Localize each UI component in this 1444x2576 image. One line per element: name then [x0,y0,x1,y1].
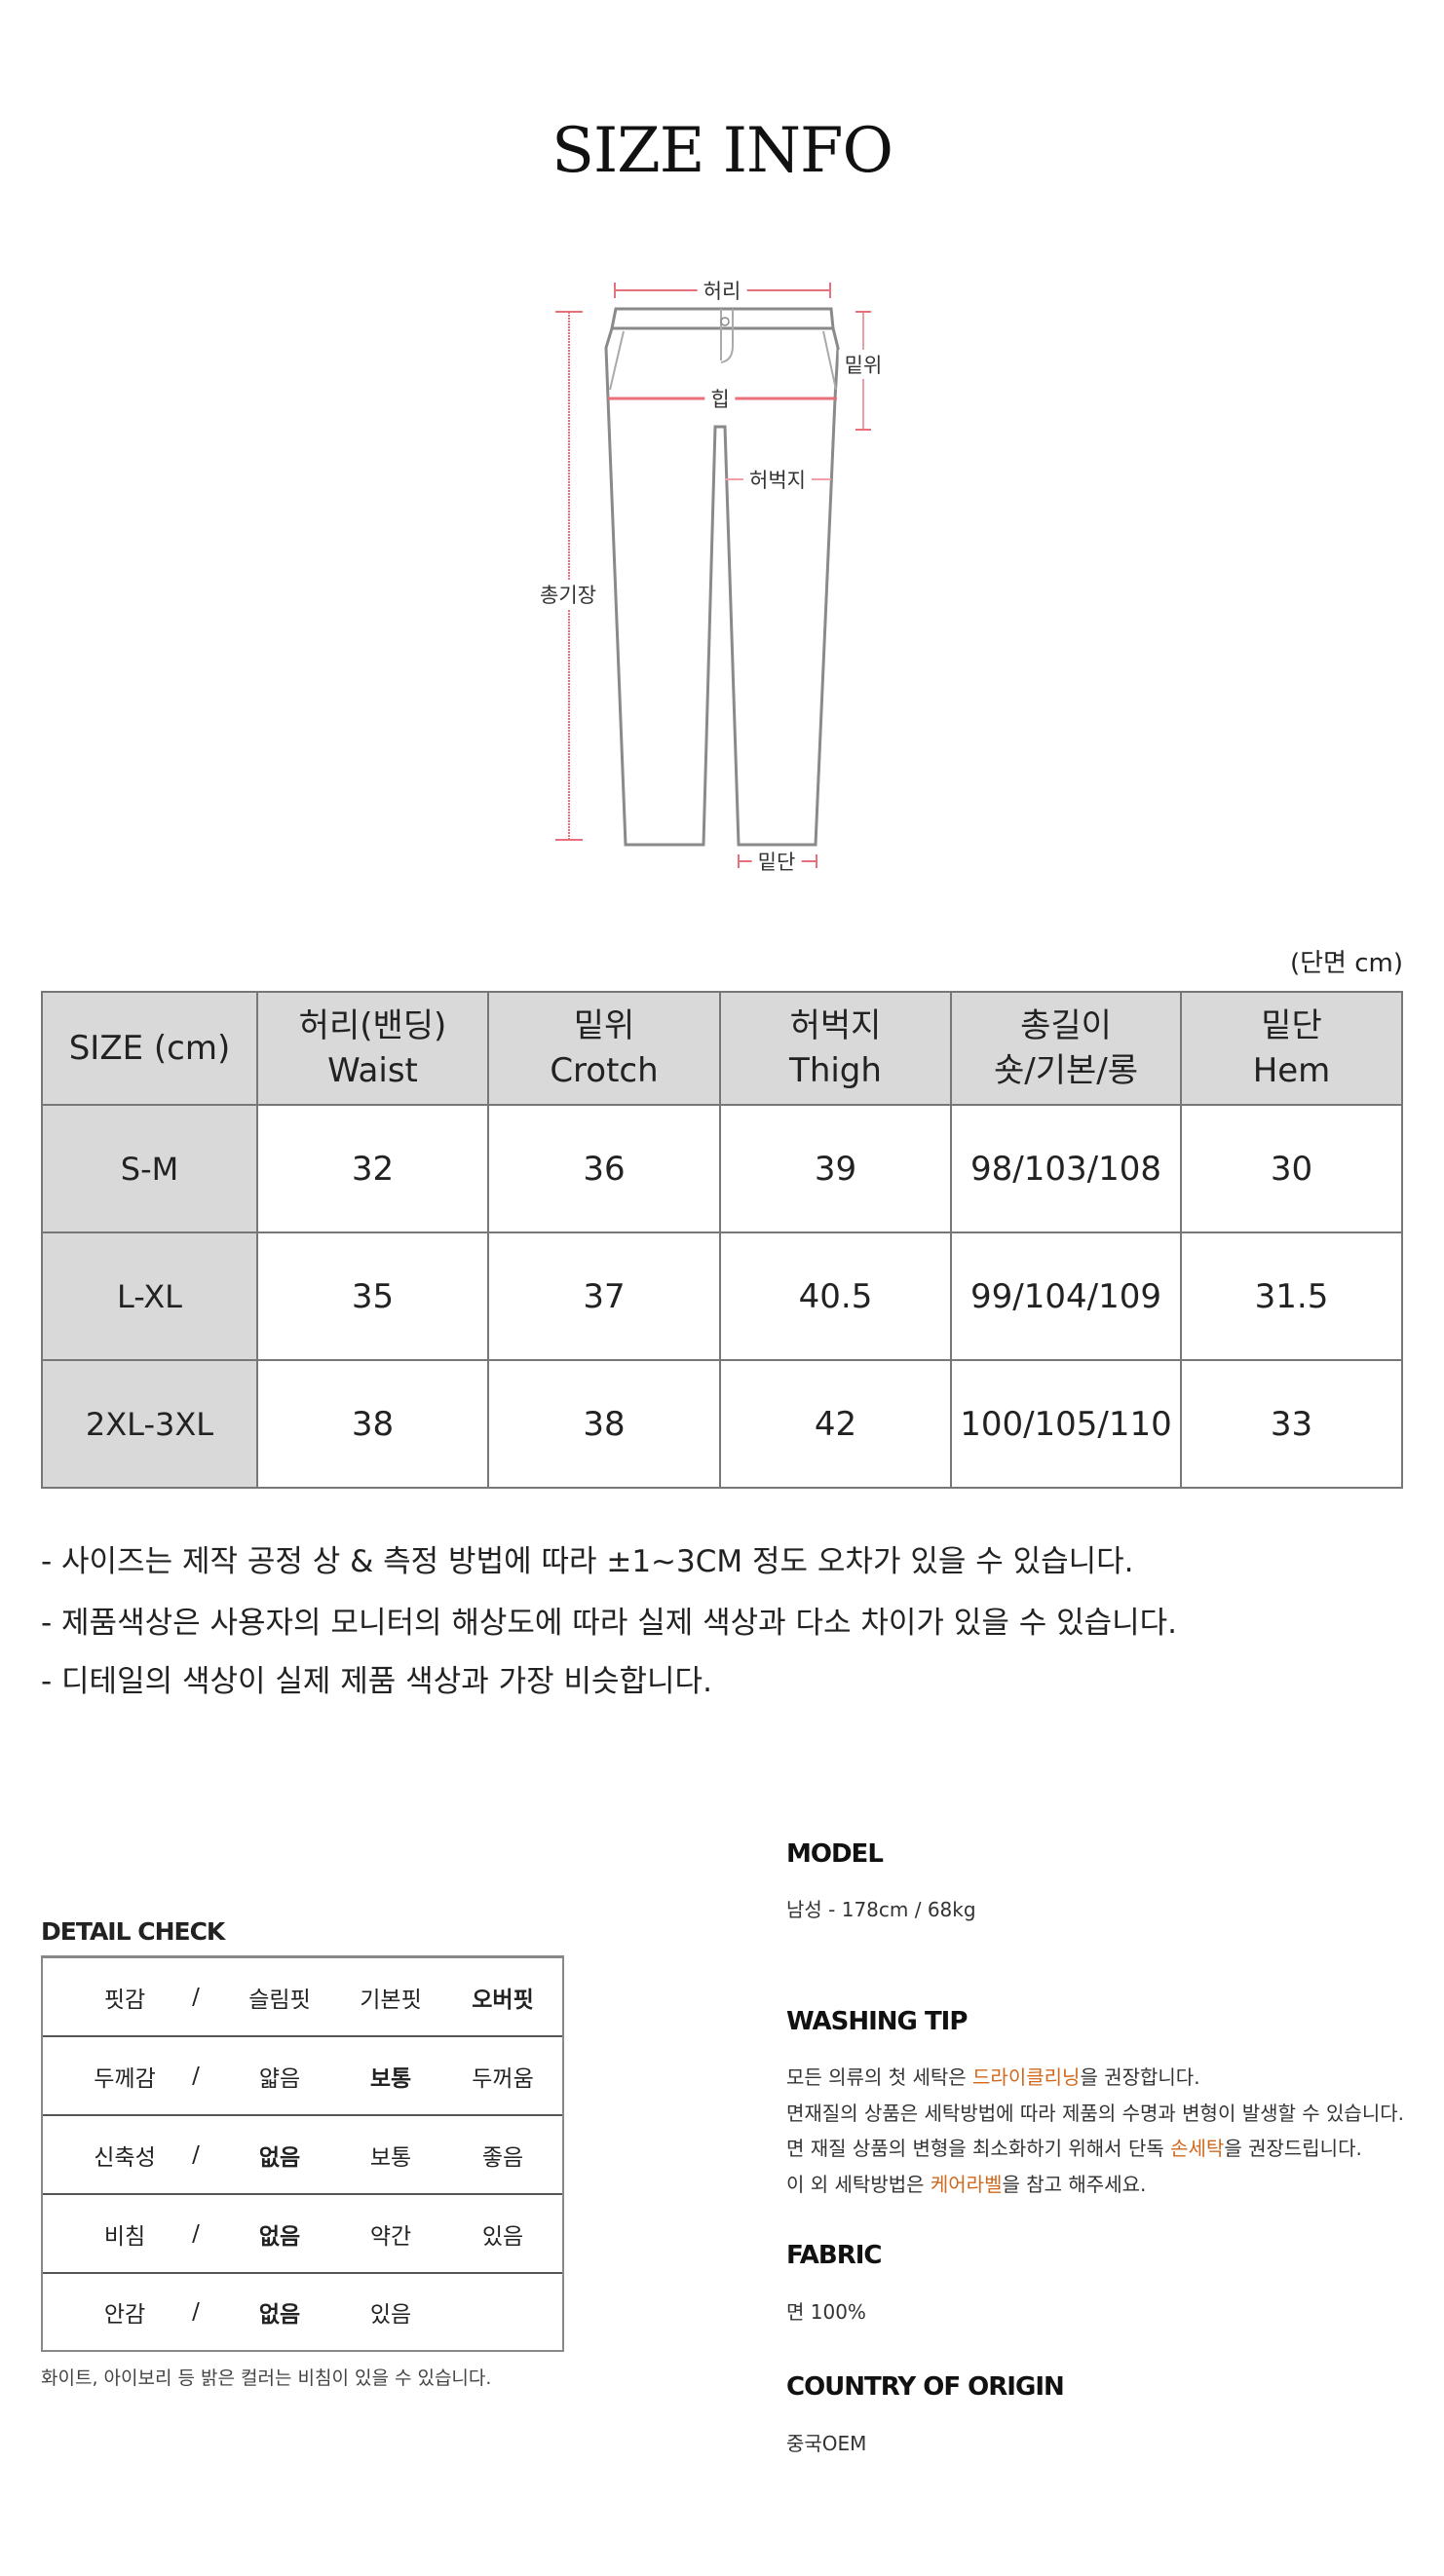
detail-check-title: DETAIL CHECK [41,1917,225,1946]
origin-heading: COUNTRY OF ORIGIN [786,2372,1065,2402]
size-cell: 2XL-3XL [41,1359,258,1489]
header-thigh: 허벅지 Thigh [719,991,952,1106]
detail-row-stretch: 신축성 / 없음 보통 좋음 [43,2116,562,2195]
measure-lines [555,283,871,868]
selected-option: 없음 [258,2144,301,2171]
length-cell: 98/103/108 [950,1104,1182,1233]
washing-line: 모든 의류의 첫 세탁은 드라이클리닝을 권장합니다. [786,2065,1200,2089]
length-cell: 100/105/110 [950,1359,1182,1489]
waist-label: 허리 [697,276,747,305]
header-crotch: 밑위 Crotch [487,991,721,1106]
selected-option: 보통 [369,2065,412,2092]
washing-line: 이 외 세탁방법은 케어라벨을 참고 해주세요. [786,2173,1147,2196]
washing-line: 면재질의 상품은 세탁방법에 따라 제품의 수명과 변형이 발생할 수 있습니다… [786,2102,1404,2125]
thigh-label: 허벅지 [743,465,812,494]
origin-text: 중국OEM [786,2432,867,2455]
pants-diagram [555,283,871,868]
thigh-cell: 39 [719,1104,952,1233]
fabric-heading: FABRIC [786,2241,882,2270]
pants-outline [604,307,840,847]
model-heading: MODEL [786,1839,884,1869]
header-waist: 허리(밴딩) Waist [256,991,489,1106]
table-row: L-XL 35 37 40.5 99/104/109 31.5 [41,1231,1403,1361]
crotch-cell: 37 [487,1231,721,1361]
hip-label: 힙 [704,384,736,413]
header-size: SIZE (cm) [41,991,258,1106]
size-cell: S-M [41,1104,258,1233]
table-row: S-M 32 36 39 98/103/108 30 [41,1104,1403,1233]
color-note: - 제품색상은 사용자의 모니터의 해상도에 따라 실제 색상과 다소 차이가 … [41,1606,1178,1641]
hem-cell: 30 [1180,1104,1403,1233]
size-note: - 사이즈는 제작 공정 상 & 측정 방법에 따라 ±1~3CM 정도 오차가… [41,1544,1134,1579]
thigh-cell: 40.5 [719,1231,952,1361]
length-cell: 99/104/109 [950,1231,1182,1361]
page-title: SIZE INFO [551,115,893,187]
detail-color-note: - 디테일의 색상이 실제 제품 색상과 가장 비슷합니다. [41,1664,712,1699]
crotch-cell: 38 [487,1359,721,1489]
detail-row-lining: 안감 / 없음 있음 [43,2274,562,2350]
size-table: SIZE (cm) 허리(밴딩) Waist 밑위 Crotch 허벅지 Thigh … [41,991,1403,1489]
unit-note: (단면 cm) [1289,949,1403,978]
waist-cell: 32 [256,1104,489,1233]
detail-row-thickness: 두께감 / 얇음 보통 두꺼움 [43,2037,562,2116]
length-label: 총기장 [534,580,602,609]
washing-heading: WASHING TIP [786,2007,968,2036]
waist-cell: 35 [256,1231,489,1361]
header-length: 총길이 숏/기본/롱 [950,991,1182,1106]
size-cell: L-XL [41,1231,258,1361]
selected-option: 오버핏 [472,1987,534,2013]
thigh-cell: 42 [719,1359,952,1489]
size-table-header: SIZE (cm) 허리(밴딩) Waist 밑위 Crotch 허벅지 Thigh … [41,991,1403,1106]
detail-row-sheerness: 비침 / 없음 약간 있음 [43,2195,562,2274]
crotch-cell: 36 [487,1104,721,1233]
washing-line: 면 재질 상품의 변형을 최소화하기 위해서 단독 손세탁을 권장드립니다. [786,2137,1362,2160]
detail-check-footnote: 화이트, 아이보리 등 밝은 컬러는 비침이 있을 수 있습니다. [41,2368,492,2389]
table-row: 2XL-3XL 38 38 42 100/105/110 33 [41,1359,1403,1489]
fabric-text: 면 100% [786,2300,866,2324]
rise-label: 밑위 [838,350,889,379]
detail-check-table: 핏감 / 슬림핏 기본핏 오버핏 두께감 / 얇음 보통 두꺼움 신축성 / 없… [41,1955,564,2352]
waist-cell: 38 [256,1359,489,1489]
detail-row-fit: 핏감 / 슬림핏 기본핏 오버핏 [43,1958,562,2037]
header-hem: 밑단 Hem [1180,991,1403,1106]
hem-label: 밑단 [751,847,802,876]
selected-option: 없음 [258,2302,301,2328]
hem-cell: 31.5 [1180,1231,1403,1361]
model-text: 남성 - 178cm / 68kg [786,1898,976,1921]
hem-cell: 33 [1180,1359,1403,1489]
selected-option: 없음 [258,2223,301,2250]
